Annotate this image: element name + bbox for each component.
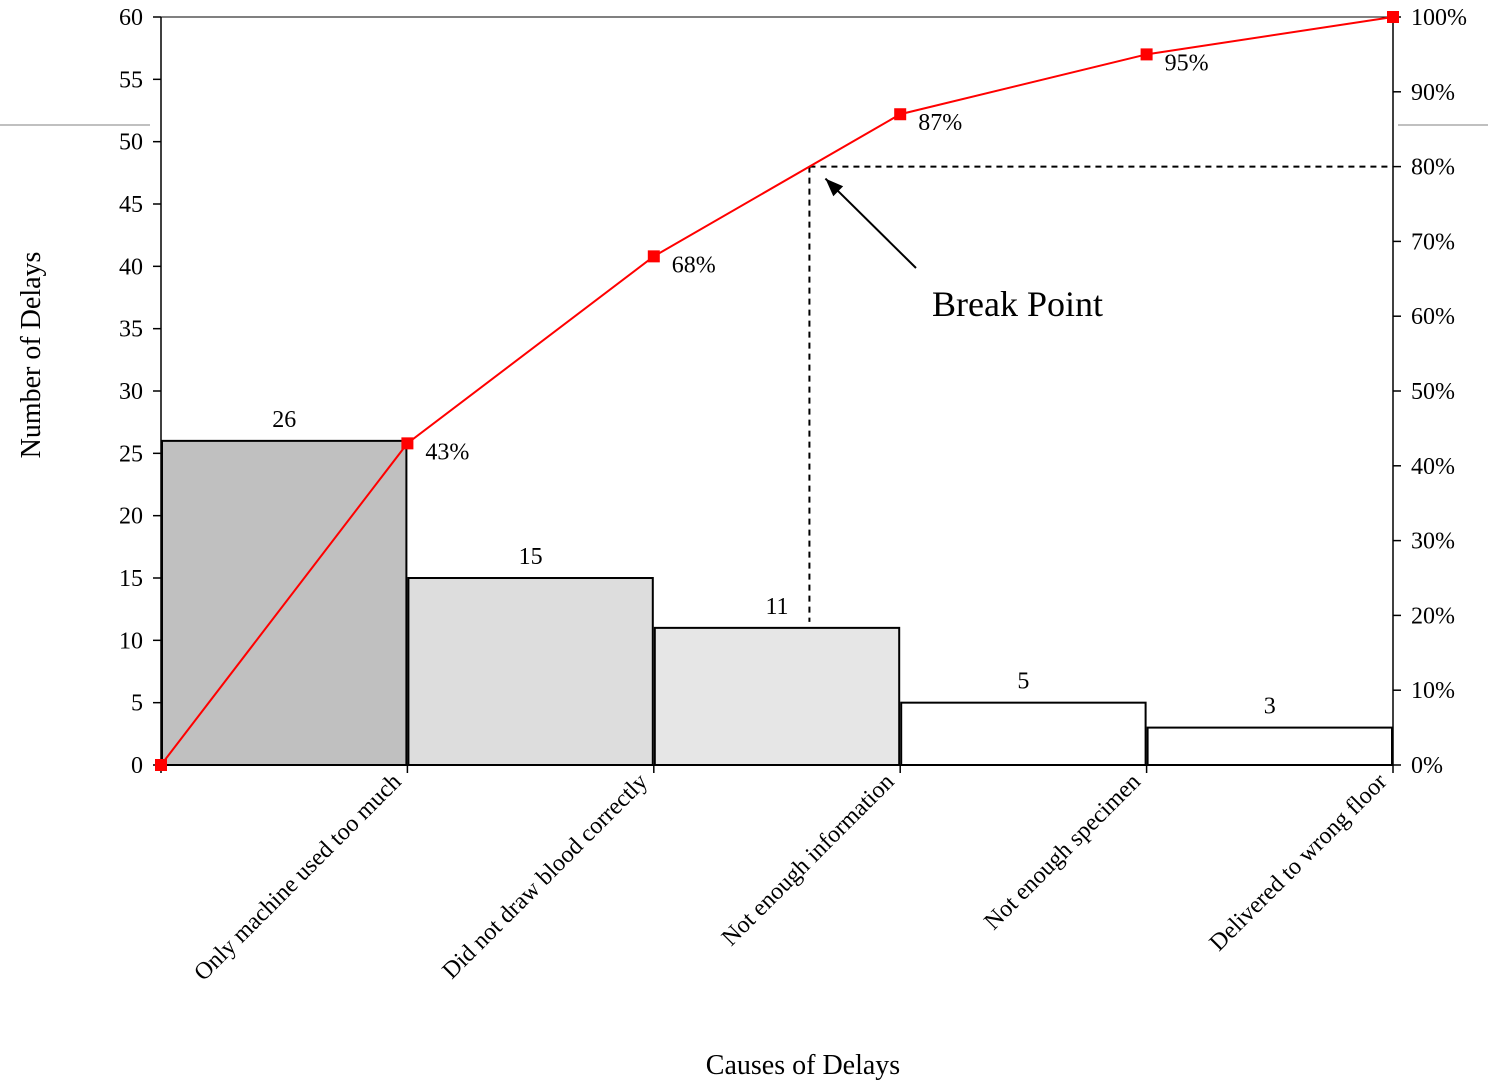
x-category-label: Delivered to wrong floor xyxy=(1205,769,1393,957)
cumulative-marker xyxy=(1387,11,1399,23)
y2-tick-label: 40% xyxy=(1411,454,1455,480)
bar-value-label: 11 xyxy=(765,594,788,620)
y-tick-label: 5 xyxy=(131,691,143,717)
breakpoint-layer xyxy=(808,165,1393,622)
cumulative-percent-label: 87% xyxy=(918,110,962,136)
y2-tick-label: 90% xyxy=(1411,80,1455,106)
y2-tick-label: 20% xyxy=(1411,603,1455,629)
x-category-label: Not enough specimen xyxy=(979,769,1145,935)
bar-value-label: 3 xyxy=(1264,694,1276,720)
y2-tick-label: 30% xyxy=(1411,529,1455,555)
break-point-annotation: Break Point xyxy=(932,284,1103,324)
y2-tick-label: 50% xyxy=(1411,379,1455,405)
bar-value-label: 26 xyxy=(272,407,296,433)
y2-tick-label: 60% xyxy=(1411,304,1455,330)
y2-tick-label: 80% xyxy=(1411,155,1455,181)
cumulative-line-layer xyxy=(155,11,1399,771)
cumulative-line xyxy=(160,16,1394,766)
labels-layer: 26 15 11 5 3 43% 68% 87% 95% xyxy=(272,50,1276,719)
bar-value-label: 15 xyxy=(519,544,543,570)
cumulative-marker xyxy=(647,250,660,263)
y-tick-label: 25 xyxy=(119,441,143,467)
y-tick-label: 15 xyxy=(119,566,143,592)
y-tick-label: 10 xyxy=(119,628,143,654)
bars-layer xyxy=(161,439,1393,767)
y-tick-label: 50 xyxy=(119,130,143,156)
y-tick-label: 45 xyxy=(119,192,143,218)
y2-tick-label: 10% xyxy=(1411,678,1455,704)
y-tick-label: 0 xyxy=(131,753,143,779)
bar xyxy=(653,626,901,766)
y2-tick-label: 0% xyxy=(1411,753,1443,779)
bar xyxy=(1146,726,1393,766)
y-tick-label: 30 xyxy=(119,379,143,405)
cumulative-percent-label: 95% xyxy=(1165,50,1209,76)
x-axis-title: Causes of Delays xyxy=(706,1050,900,1081)
x-category-label: Only machine used too much xyxy=(189,769,406,986)
x-category-label: Not enough information xyxy=(717,769,899,951)
cumulative-marker xyxy=(401,437,414,450)
bar xyxy=(407,577,654,766)
y-tick-label: 35 xyxy=(119,317,143,343)
y2-tick-label: 100% xyxy=(1411,5,1467,31)
cumulative-marker xyxy=(1140,48,1153,61)
cumulative-marker xyxy=(894,108,907,121)
breakpoint-arrow-head xyxy=(825,178,844,197)
cumulative-marker xyxy=(155,759,167,771)
bar-value-label: 5 xyxy=(1017,669,1029,695)
y-tick-label: 60 xyxy=(119,5,143,31)
y2-tick-label: 70% xyxy=(1411,229,1455,255)
y-tick-label: 40 xyxy=(119,254,143,280)
bar xyxy=(900,701,1147,767)
breakpoint-arrow-shaft xyxy=(824,177,917,269)
y-tick-label: 20 xyxy=(119,504,143,530)
x-category-label: Did not draw blood correctly xyxy=(438,769,653,984)
cumulative-percent-label: 68% xyxy=(672,252,716,278)
y-axis-title: Number of Delays xyxy=(16,252,47,459)
y-tick-label: 55 xyxy=(119,67,143,93)
cumulative-percent-label: 43% xyxy=(425,439,469,465)
